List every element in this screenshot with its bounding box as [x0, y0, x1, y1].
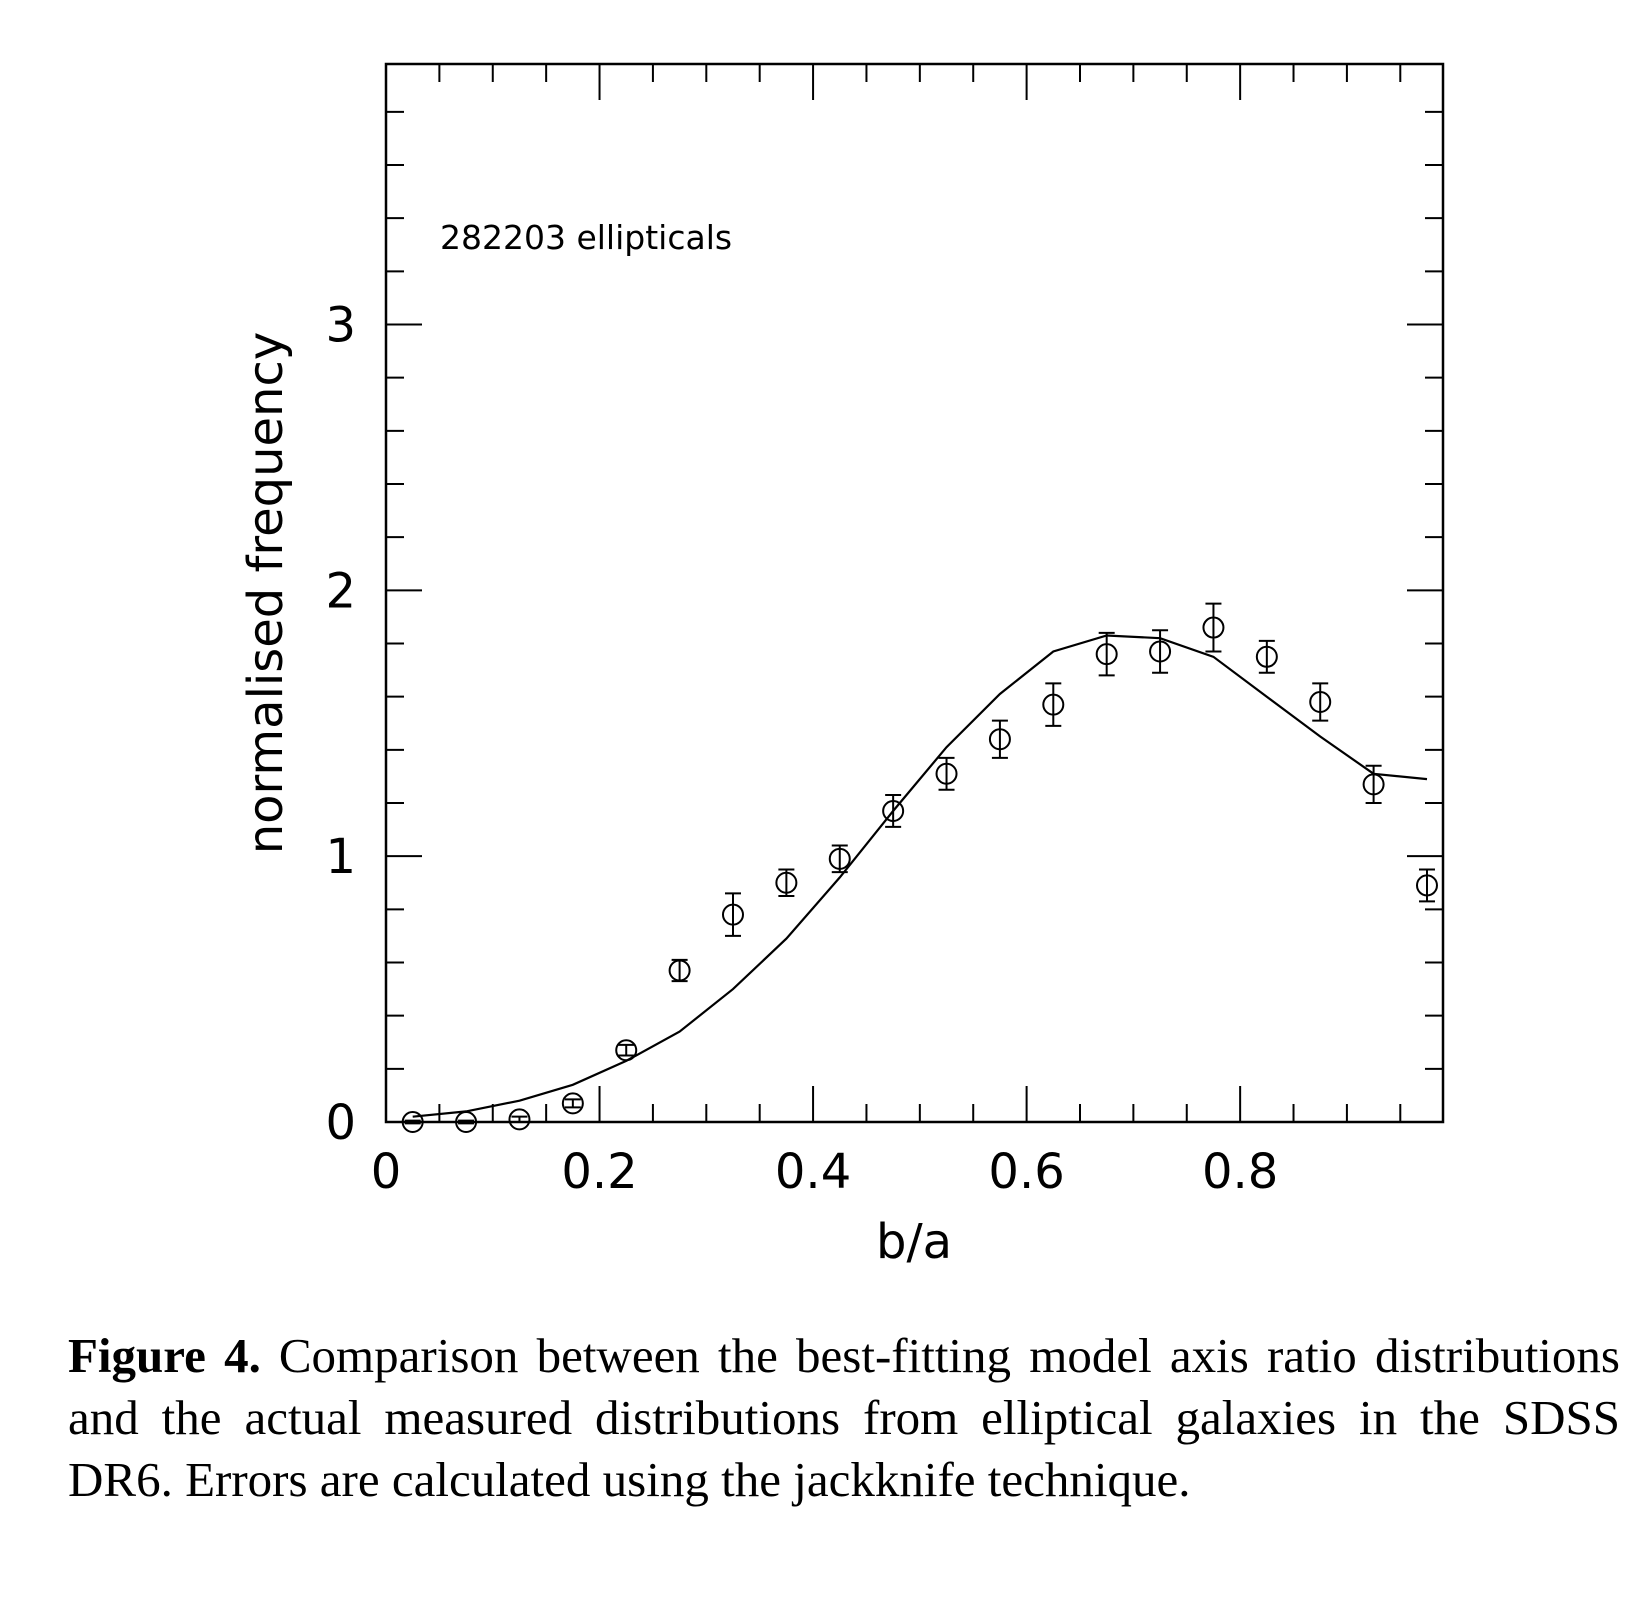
- data-marker: [721, 903, 744, 926]
- data-marker: [828, 847, 851, 870]
- figure-caption: Figure 4. Comparison between the best-fit…: [68, 1325, 1620, 1511]
- x-tick-label: 0.6: [988, 1144, 1064, 1200]
- x-tick-label: 0.8: [1202, 1144, 1278, 1200]
- data-point: [988, 719, 1011, 759]
- data-point: [455, 1111, 478, 1133]
- data-marker: [561, 1092, 584, 1115]
- data-marker: [668, 959, 691, 982]
- data-marker: [775, 871, 798, 894]
- y-axis-label: normalised frequency: [238, 332, 294, 855]
- data-marker: [401, 1111, 424, 1133]
- data-point: [935, 756, 958, 791]
- plot-frame: [384, 62, 1445, 1124]
- model-curve-line: [412, 634, 1428, 1118]
- data-marker: [1309, 690, 1332, 713]
- data-point: [1362, 764, 1385, 805]
- caption-label: Figure 4.: [68, 1328, 261, 1383]
- data-point: [882, 794, 905, 828]
- data-point: [1415, 868, 1438, 903]
- data-point: [1309, 682, 1332, 722]
- data-point: [1255, 639, 1278, 674]
- data-point: [1095, 631, 1118, 677]
- data-point: [775, 868, 798, 898]
- data-points: [401, 602, 1438, 1133]
- y-tick-label: 3: [325, 298, 356, 354]
- data-point: [401, 1111, 424, 1133]
- data-marker: [1095, 643, 1118, 666]
- data-point: [561, 1092, 584, 1115]
- y-tick-label: 1: [325, 829, 356, 885]
- y-tick-label: 2: [325, 563, 356, 619]
- data-marker: [508, 1108, 531, 1131]
- plot-annotation: 282203 ellipticals: [440, 218, 732, 257]
- data-marker: [988, 728, 1011, 751]
- data-point: [615, 1039, 638, 1062]
- data-marker: [1415, 874, 1438, 897]
- data-marker: [882, 799, 905, 822]
- x-tick-label: 0.2: [561, 1144, 637, 1200]
- data-marker: [1255, 645, 1278, 668]
- plot-area: [401, 602, 1438, 1133]
- data-point: [828, 844, 851, 874]
- data-marker: [1362, 773, 1385, 796]
- x-axis-label: b/a: [876, 1214, 952, 1270]
- data-point: [508, 1108, 531, 1131]
- data-marker: [1042, 693, 1065, 716]
- data-point: [1202, 602, 1225, 653]
- model-curve: [412, 634, 1428, 1118]
- data-marker: [615, 1039, 638, 1062]
- y-tick-label: 0: [325, 1095, 356, 1151]
- caption-text: Comparison between the best-fitting mode…: [68, 1328, 1620, 1507]
- y-tick-labels: 0 1 2 3: [325, 298, 356, 1151]
- data-point: [1042, 682, 1065, 727]
- x-tick-labels: 0 0.2 0.4 0.6 0.8: [371, 1144, 1279, 1200]
- data-point: [1149, 629, 1172, 674]
- tick-marks: [385, 64, 1443, 1123]
- data-point: [668, 958, 691, 983]
- data-marker: [1202, 616, 1225, 639]
- data-marker: [935, 762, 958, 785]
- data-marker: [455, 1111, 478, 1133]
- x-tick-label: 0.4: [775, 1144, 851, 1200]
- data-point: [721, 892, 744, 937]
- x-tick-label: 0: [371, 1144, 402, 1200]
- data-marker: [1149, 640, 1172, 663]
